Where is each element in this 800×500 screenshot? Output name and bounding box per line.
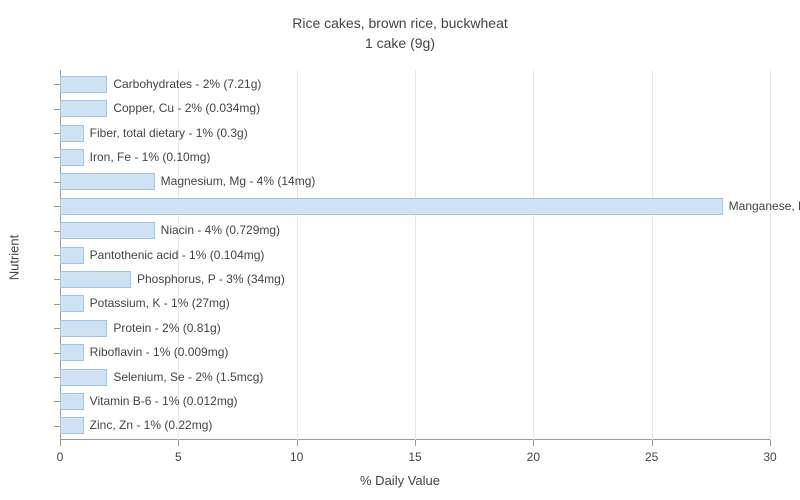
bar bbox=[60, 247, 84, 264]
chart-title: Rice cakes, brown rice, buckwheat 1 cake… bbox=[0, 0, 800, 53]
bar bbox=[60, 344, 84, 361]
bar bbox=[60, 125, 84, 142]
bar bbox=[60, 222, 155, 239]
bar-label: Copper, Cu - 2% (0.034mg) bbox=[107, 100, 260, 117]
y-tick bbox=[54, 109, 60, 110]
bar bbox=[60, 173, 155, 190]
y-tick bbox=[54, 353, 60, 354]
bar-label: Zinc, Zn - 1% (0.22mg) bbox=[84, 417, 213, 434]
y-tick bbox=[54, 401, 60, 402]
bar-label: Manganese, Mn - 28% (0.556mg) bbox=[723, 198, 800, 215]
x-tick bbox=[60, 440, 61, 446]
y-tick bbox=[54, 157, 60, 158]
bar-label: Niacin - 4% (0.729mg) bbox=[155, 222, 280, 239]
x-tick bbox=[770, 440, 771, 446]
y-tick bbox=[54, 377, 60, 378]
chart-title-line2: 1 cake (9g) bbox=[0, 34, 800, 54]
x-tick-label: 25 bbox=[645, 450, 658, 464]
bar-label: Potassium, K - 1% (27mg) bbox=[84, 295, 230, 312]
y-tick bbox=[54, 279, 60, 280]
y-tick bbox=[54, 231, 60, 232]
y-tick bbox=[54, 133, 60, 134]
bar bbox=[60, 100, 107, 117]
y-tick bbox=[54, 304, 60, 305]
bar bbox=[60, 271, 131, 288]
chart-title-line1: Rice cakes, brown rice, buckwheat bbox=[0, 14, 800, 34]
bar bbox=[60, 76, 107, 93]
x-tick-label: 15 bbox=[408, 450, 421, 464]
grid-line bbox=[652, 70, 653, 440]
x-axis-label: % Daily Value bbox=[360, 473, 440, 488]
bar bbox=[60, 149, 84, 166]
x-tick-label: 5 bbox=[175, 450, 182, 464]
bar-label: Selenium, Se - 2% (1.5mcg) bbox=[107, 369, 263, 386]
x-tick-label: 10 bbox=[290, 450, 303, 464]
bar bbox=[60, 320, 107, 337]
y-tick bbox=[54, 182, 60, 183]
bar-label: Magnesium, Mg - 4% (14mg) bbox=[155, 173, 316, 190]
grid-line bbox=[533, 70, 534, 440]
bar-label: Riboflavin - 1% (0.009mg) bbox=[84, 344, 229, 361]
x-tick-label: 20 bbox=[527, 450, 540, 464]
bar bbox=[60, 295, 84, 312]
x-tick bbox=[533, 440, 534, 446]
bar-label: Iron, Fe - 1% (0.10mg) bbox=[84, 149, 211, 166]
grid-line bbox=[297, 70, 298, 440]
y-tick bbox=[54, 426, 60, 427]
bar bbox=[60, 369, 107, 386]
bar bbox=[60, 393, 84, 410]
x-tick bbox=[178, 440, 179, 446]
nutrient-chart: Rice cakes, brown rice, buckwheat 1 cake… bbox=[0, 0, 800, 500]
bar-label: Vitamin B-6 - 1% (0.012mg) bbox=[84, 393, 238, 410]
x-tick bbox=[415, 440, 416, 446]
bar-label: Carbohydrates - 2% (7.21g) bbox=[107, 76, 261, 93]
grid-line bbox=[415, 70, 416, 440]
y-tick bbox=[54, 328, 60, 329]
bar-label: Fiber, total dietary - 1% (0.3g) bbox=[84, 125, 248, 142]
bar-label: Pantothenic acid - 1% (0.104mg) bbox=[84, 247, 265, 264]
x-tick-label: 30 bbox=[763, 450, 776, 464]
x-tick-label: 0 bbox=[57, 450, 64, 464]
bar bbox=[60, 198, 723, 215]
plot-area: 051015202530Carbohydrates - 2% (7.21g)Co… bbox=[60, 70, 770, 440]
y-axis-label: Nutrient bbox=[7, 235, 22, 281]
y-tick bbox=[54, 84, 60, 85]
x-tick bbox=[652, 440, 653, 446]
bar-label: Phosphorus, P - 3% (34mg) bbox=[131, 271, 285, 288]
x-tick bbox=[297, 440, 298, 446]
bar-label: Protein - 2% (0.81g) bbox=[107, 320, 220, 337]
grid-line bbox=[770, 70, 771, 440]
y-tick bbox=[54, 255, 60, 256]
bar bbox=[60, 417, 84, 434]
y-tick bbox=[54, 206, 60, 207]
